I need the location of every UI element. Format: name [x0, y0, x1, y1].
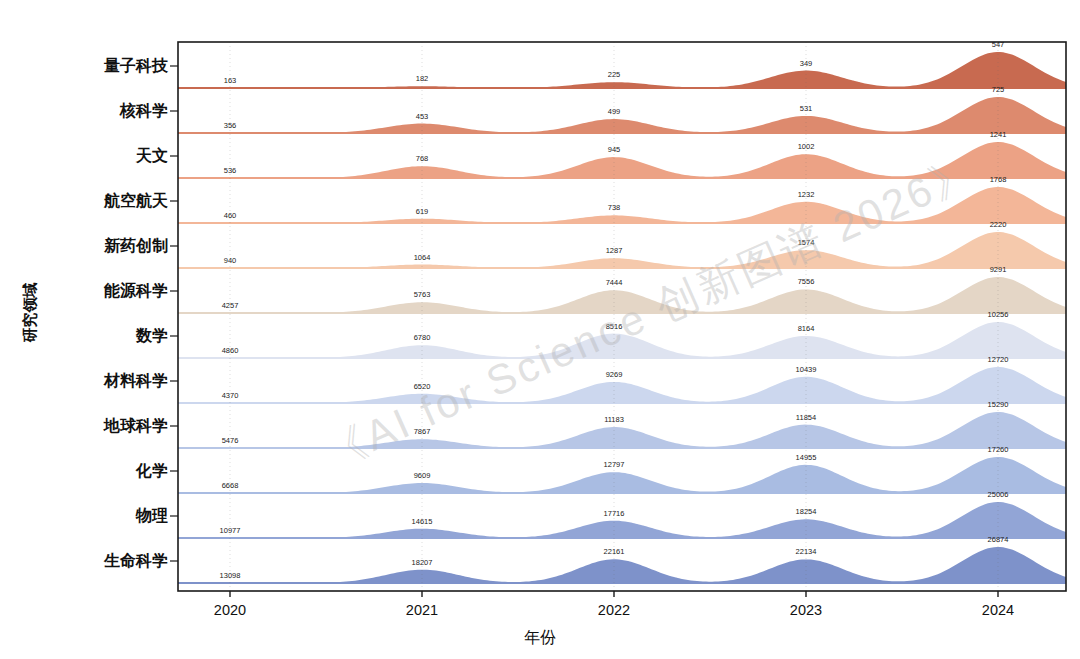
ridge-area	[178, 52, 1066, 88]
ridge-area	[178, 502, 1066, 538]
ridgeline-chart: 163182225349547量子科技356453499531725核科学536…	[0, 0, 1080, 659]
value-label: 11854	[796, 413, 816, 422]
value-label: 163	[224, 76, 237, 85]
ridge-area	[178, 142, 1066, 178]
category-label: 核科学	[119, 102, 168, 119]
category-label: 量子科技	[103, 57, 169, 74]
value-label: 531	[800, 104, 813, 113]
x-tick-label: 2020	[214, 602, 246, 618]
category-label: 数学	[135, 327, 168, 344]
x-tick-label: 2022	[598, 602, 630, 618]
value-label: 15290	[988, 400, 1009, 409]
category-label: 地球科学	[103, 417, 168, 434]
x-tick-label: 2023	[790, 602, 822, 618]
category-label: 化学	[135, 462, 168, 479]
category-label: 航空航天	[103, 191, 168, 209]
category-label: 材料科学	[103, 372, 168, 389]
category-label: 生命科学	[103, 552, 168, 569]
value-label: 5476	[222, 436, 239, 445]
category-label: 能源科学	[103, 282, 168, 299]
x-tick-label: 2024	[982, 602, 1014, 618]
y-axis-title: 研究领域	[21, 238, 40, 388]
value-label: 453	[416, 112, 429, 121]
ridge-area	[178, 97, 1066, 133]
category-label: 新药创制	[103, 237, 168, 254]
chart-canvas: 163182225349547量子科技356453499531725核科学536…	[0, 0, 1080, 659]
x-tick-label: 2021	[406, 602, 438, 618]
category-label: 物理	[135, 507, 168, 524]
value-label: 940	[224, 256, 237, 265]
value-label: 1064	[414, 253, 431, 262]
value-label: 2220	[990, 220, 1007, 229]
category-label: 天文	[135, 146, 168, 164]
ridge-area	[178, 187, 1066, 223]
value-label: 8164	[798, 324, 815, 333]
value-label: 22134	[796, 547, 817, 556]
x-axis-title: 年份	[460, 628, 620, 649]
value-label: 12797	[604, 460, 625, 469]
